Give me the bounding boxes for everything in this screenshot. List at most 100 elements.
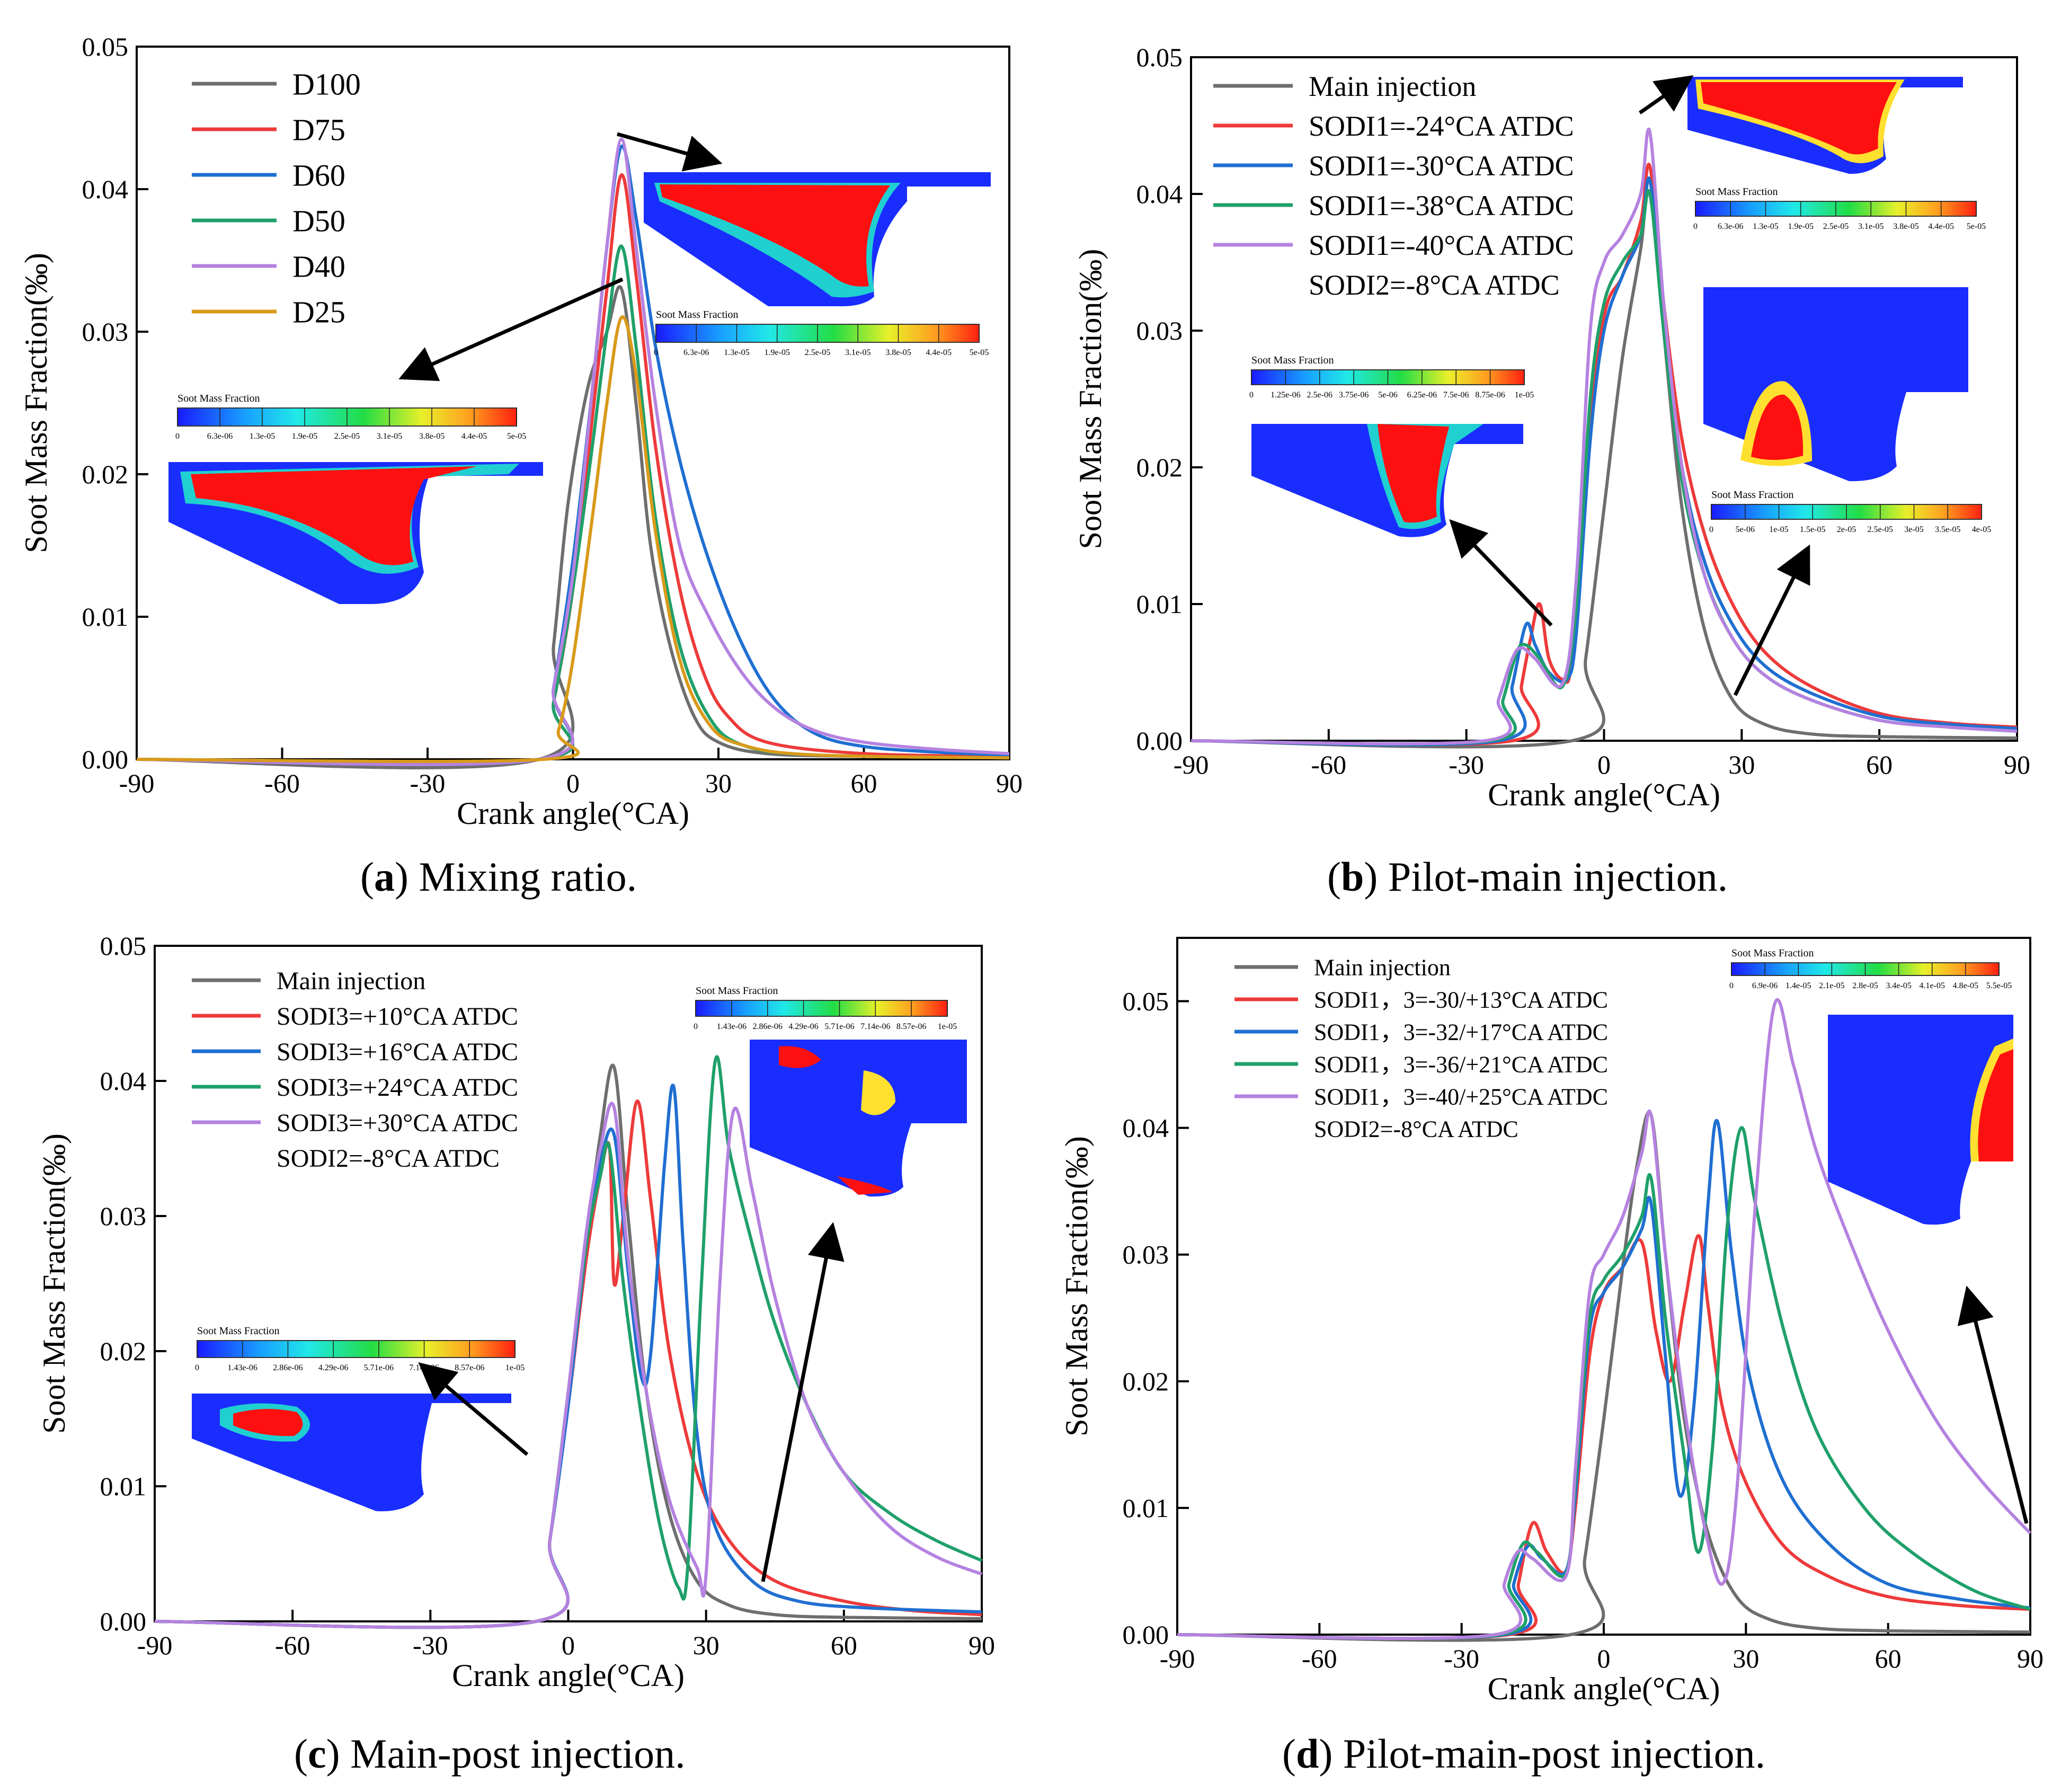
x-tick-label: 90	[996, 768, 1023, 798]
soot-region	[191, 466, 477, 565]
y-tick-label: 0.01	[1123, 1493, 1169, 1523]
legend-label: Main injection	[1314, 954, 1451, 980]
colorbar-tick-label: 6.3e-06	[207, 432, 233, 441]
x-tick-label: -30	[1444, 1644, 1479, 1673]
x-tick-label: -90	[1160, 1644, 1195, 1673]
x-axis-label: Crank angle(°CA)	[457, 796, 689, 831]
colorbar-title: Soot Mass Fraction	[1695, 186, 1778, 198]
y-tick-label: 0.03	[82, 317, 129, 347]
colorbar-title: Soot Mass Fraction	[197, 1325, 280, 1337]
y-tick-label: 0.03	[1123, 1240, 1169, 1270]
colorbar-tick-label: 2.5e-05	[1868, 525, 1893, 534]
soot-region	[1751, 394, 1804, 460]
legend-label: SODI1=-40°CA ATDC	[1309, 229, 1574, 261]
colorbar-tick-label: 4.29e-06	[318, 1363, 348, 1372]
x-tick-label: 90	[969, 1630, 995, 1660]
colorbar-tick-label: 1e-05	[505, 1363, 525, 1372]
x-tick-label: -60	[264, 768, 300, 798]
contour-a-peak	[644, 172, 991, 306]
x-tick-label: 30	[1733, 1644, 1759, 1673]
annotation-arrow	[1638, 75, 1694, 114]
colorbar-title: Soot Mass Fraction	[656, 309, 739, 321]
y-axis-label: Soot Mass Fraction(‰)	[1059, 1136, 1094, 1436]
legend-label: SODI1=-30°CA ATDC	[1309, 150, 1574, 182]
caption-d: (d) Pilot-main-post injection.	[1282, 1731, 1766, 1777]
colorbar-tick-label: 4.4e-05	[461, 432, 487, 441]
series-line	[1191, 127, 2018, 746]
colorbar-tick-label: 1.25e-06	[1271, 391, 1300, 400]
x-tick-label: 30	[693, 1630, 719, 1660]
colorbar: Soot Mass Fraction 0 6.3e-06 1.3e-05 1.9e-05…	[1693, 186, 1986, 231]
legend-label: D100	[292, 67, 361, 101]
legend-label: D25	[292, 295, 345, 329]
y-tick-label: 0.05	[82, 32, 129, 61]
contour-c-post	[750, 1040, 967, 1197]
x-tick-label: -60	[275, 1630, 310, 1660]
legend-label: D60	[292, 158, 345, 192]
caption-c: (c) Main-post injection.	[294, 1731, 686, 1777]
x-tick-label: -30	[413, 1630, 448, 1660]
x-tick-label: -90	[119, 768, 155, 798]
caption-letter: b	[1340, 854, 1364, 900]
legend-label: SODI3=+10°CA ATDC	[277, 1003, 518, 1031]
x-tick-label: 30	[1728, 750, 1755, 779]
colorbar-tick-label: 1.3e-05	[1753, 222, 1778, 231]
caption-text: ) Mixing ratio.	[394, 854, 637, 900]
colorbar-tick-label: 0	[195, 1363, 199, 1372]
y-axis-label: Soot Mass Fraction(‰)	[37, 1133, 72, 1434]
contour-a-other	[168, 462, 543, 604]
colorbar-title: Soot Mass Fraction	[177, 393, 260, 404]
legend-label: Main injection	[277, 967, 425, 995]
colorbar-tick-label: 5e-05	[970, 348, 989, 357]
colorbar-tick-label: 2.5e-05	[334, 432, 360, 441]
caption-a: (a) Mixing ratio.	[360, 854, 637, 900]
colorbar-tick-label: 3.1e-05	[377, 432, 402, 441]
x-axis-label: Crank angle(°CA)	[452, 1658, 685, 1693]
colorbar-tick-label: 5.5e-05	[1986, 981, 2012, 990]
colorbar-tick-label: 3.8e-05	[885, 348, 911, 357]
series-line	[136, 137, 1010, 766]
colorbar-tick-label: 4.4e-05	[1929, 222, 1954, 231]
y-tick-label: 0.02	[82, 459, 129, 489]
colorbar-tick-label: 1.4e-05	[1785, 981, 1811, 990]
colorbar-tick-label: 2.86e-06	[752, 1022, 782, 1031]
y-tick-label: 0.00	[100, 1607, 147, 1636]
colorbar-tick-label: 1.3e-05	[724, 348, 749, 357]
colorbar-tick-label: 0	[694, 1022, 698, 1031]
colorbar-tick-label: 1.9e-05	[1788, 222, 1814, 231]
colorbar-tick-label: 1.43e-06	[717, 1022, 747, 1031]
legend-label: D40	[292, 249, 345, 283]
x-tick-label: 60	[1875, 1644, 1902, 1673]
colorbar: Soot Mass Fraction 0 6.3e-06 1.3e-05 1.9e-05…	[654, 309, 989, 357]
series-line	[1177, 1126, 2031, 1640]
y-tick-label: 0.04	[1123, 1113, 1169, 1143]
series-line	[154, 1102, 983, 1629]
x-tick-label: -90	[1174, 750, 1209, 779]
y-tick-label: 0.00	[1136, 726, 1183, 756]
x-tick-label: 0	[1597, 1644, 1611, 1673]
series-line	[136, 315, 1010, 763]
colorbar-tick-label: 4.4e-05	[926, 348, 952, 357]
annotation-arrow	[1957, 1285, 2029, 1524]
colorbar-tick-label: 5.71e-06	[364, 1363, 394, 1372]
colorbar: Soot Mass Fraction 0 1.25e-06 2.5e-06 3.75e-…	[1249, 354, 1534, 400]
colorbar-tick-label: 1.9e-05	[292, 432, 317, 441]
colorbar-tick-label: 2.1e-05	[1819, 981, 1844, 990]
x-tick-label: 60	[831, 1630, 857, 1660]
colorbar-tick-label: 4.8e-05	[1953, 981, 1978, 990]
soot-region	[1701, 82, 1897, 155]
x-tick-label: 30	[705, 768, 732, 798]
legend-label: D75	[292, 112, 345, 147]
caption-text: ) Pilot-main injection.	[1364, 854, 1728, 900]
series-line	[1177, 998, 2032, 1640]
y-tick-label: 0.02	[1123, 1367, 1169, 1396]
colorbar-tick-label: 0	[1709, 525, 1713, 534]
colorbar: Soot Mass Fraction 0 6.9e-06 1.4e-05 2.1e-05…	[1729, 947, 2012, 990]
colorbar-tick-label: 3.75e-06	[1339, 391, 1369, 400]
colorbar-tick-label: 4.29e-06	[788, 1022, 818, 1031]
y-tick-label: 0.00	[82, 744, 129, 774]
chart-panel-d: -90 -60 -30 0 30 60 90 0.00 0.01 0.02 0.03 0.04 0.05…	[1059, 937, 2044, 1706]
bowl-domain	[750, 1040, 967, 1197]
caption-letter: a	[374, 854, 395, 900]
